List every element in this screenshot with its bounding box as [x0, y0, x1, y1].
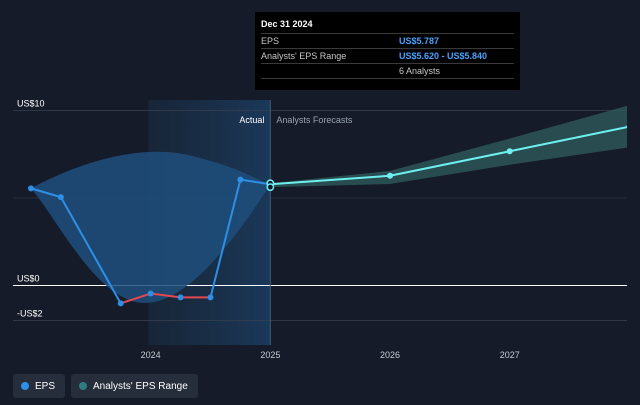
y-tick-label: US$0: [17, 274, 40, 284]
x-tick-label: 2025: [260, 350, 280, 360]
eps-line-segment: [149, 292, 182, 299]
eps-data-point: [27, 185, 34, 192]
tooltip-value: 6 Analysts: [399, 66, 441, 76]
tooltip: Dec 31 2024 EPS US$5.787 Analysts' EPS R…: [255, 12, 520, 90]
legend: EPS Analysts' EPS Range: [13, 374, 198, 398]
legend-item-eps-range[interactable]: Analysts' EPS Range: [71, 374, 198, 398]
eps-data-point: [117, 300, 124, 307]
eps-data-point: [147, 290, 154, 297]
x-tick-label: 2026: [380, 350, 400, 360]
actual-region-label: Actual: [239, 115, 264, 125]
x-tick-label: 2027: [500, 350, 520, 360]
eps-line-segment: [119, 292, 152, 305]
legend-label: Analysts' EPS Range: [93, 380, 188, 392]
tooltip-value: US$5.620 - US$5.840: [399, 51, 488, 61]
tooltip-value: US$5.787: [399, 36, 440, 46]
legend-item-eps[interactable]: EPS: [13, 374, 66, 398]
forecast-data-point: [626, 124, 627, 129]
eps-area: [30, 151, 271, 303]
eps-line-segment: [29, 187, 62, 199]
forecast-region-label: Analysts Forecasts: [276, 115, 353, 125]
tooltip-row-eps: EPS US$5.787: [261, 33, 514, 48]
tooltip-label: EPS: [261, 36, 280, 46]
tooltip-row-analysts: 6 Analysts: [261, 63, 514, 79]
x-tick-label: 2024: [141, 350, 161, 360]
legend-dot-icon: [21, 382, 29, 390]
tooltip-row-range: Analysts' EPS Range US$5.620 - US$5.840: [261, 48, 514, 63]
eps-data-point: [207, 294, 214, 301]
legend-dot-icon: [79, 382, 88, 390]
eps-line-segment: [59, 196, 122, 305]
eps-line-segment: [239, 178, 272, 186]
forecast-range-band: [270, 105, 627, 188]
eps-line-segment: [209, 178, 242, 299]
y-tick-label: US$10: [17, 99, 45, 109]
forecast-data-point: [506, 148, 513, 155]
eps-data-point: [177, 294, 184, 301]
tooltip-label: Analysts' EPS Range: [261, 51, 347, 61]
tooltip-date: Dec 31 2024: [261, 19, 313, 29]
eps-data-point: [237, 176, 244, 183]
forecast-line: [270, 126, 627, 186]
y-tick-label: -US$2: [17, 309, 43, 319]
forecast-data-point: [387, 172, 394, 179]
hover-range-low-point: [266, 183, 275, 192]
legend-label: EPS: [35, 380, 56, 392]
eps-data-point: [57, 194, 64, 201]
